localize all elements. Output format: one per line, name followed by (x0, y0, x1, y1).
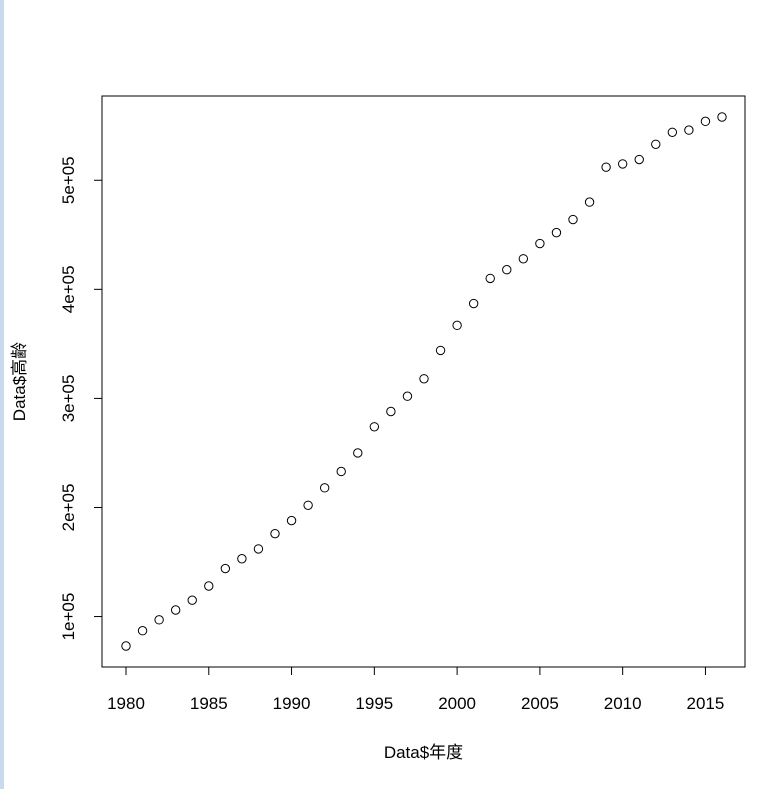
data-point (286, 515, 297, 526)
y-tick-label: 5e+05 (59, 156, 78, 204)
data-point (137, 626, 148, 636)
x-tick-label: 1985 (190, 694, 228, 713)
data-point (667, 127, 678, 137)
x-tick-label: 1995 (355, 694, 393, 713)
data-point (319, 483, 330, 493)
data-point (353, 448, 363, 458)
x-axis-label: Data$年度 (384, 743, 463, 762)
y-tick-label: 2e+05 (59, 484, 78, 532)
data-point (303, 500, 313, 510)
x-tick-label: 2000 (438, 694, 476, 713)
data-point (154, 615, 164, 625)
data-point (684, 125, 694, 135)
data-point (468, 298, 479, 309)
data-point (700, 116, 711, 127)
data-point (369, 422, 380, 432)
data-point (634, 154, 644, 165)
data-point (187, 595, 197, 605)
data-point (402, 391, 413, 401)
data-point (551, 227, 562, 238)
y-axis: 1e+05 2e+05 3e+05 4e+05 5e+05 (59, 156, 103, 641)
data-point (502, 265, 512, 275)
data-point (237, 554, 247, 564)
data-point (270, 528, 280, 539)
data-point (535, 238, 545, 249)
data-points (121, 112, 727, 651)
data-point (220, 563, 231, 574)
plot-frame (101, 95, 746, 668)
data-point (452, 320, 462, 331)
data-point (253, 544, 264, 554)
data-point (121, 641, 131, 651)
data-point (170, 605, 181, 615)
x-axis: 1980 1985 1990 1995 2000 2005 2010 2015 (107, 666, 725, 713)
data-point (386, 406, 396, 417)
data-point (336, 466, 346, 477)
data-point (419, 374, 429, 384)
x-tick-label: 1990 (273, 694, 311, 713)
data-point (435, 345, 446, 356)
data-point (651, 139, 661, 149)
x-tick-label: 1980 (107, 694, 145, 713)
data-point (617, 159, 628, 169)
y-axis-label: Data$高齢 (10, 342, 29, 421)
data-point (485, 273, 495, 284)
data-point (584, 197, 595, 207)
window-edge-strip (0, 0, 4, 789)
y-tick-label: 4e+05 (59, 265, 78, 313)
y-tick-label: 1e+05 (59, 593, 78, 641)
x-tick-label: 2015 (687, 694, 725, 713)
data-point (568, 214, 578, 225)
x-tick-label: 2005 (521, 694, 559, 713)
x-tick-label: 2010 (604, 694, 642, 713)
data-point (518, 254, 529, 264)
data-point (204, 581, 214, 591)
data-point (601, 162, 611, 172)
data-point (717, 112, 727, 122)
y-tick-label: 3e+05 (59, 375, 78, 423)
